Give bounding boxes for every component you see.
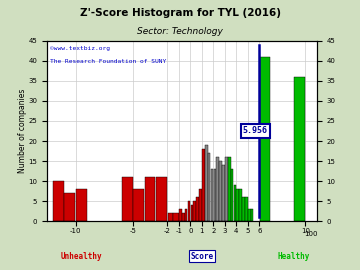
Bar (205, 145, 207, 221)
Bar (208, 153, 210, 221)
Bar (242, 197, 245, 221)
Bar (196, 197, 199, 221)
Bar (182, 213, 185, 221)
Bar (76, 189, 86, 221)
Bar (219, 161, 222, 221)
Bar (179, 209, 182, 221)
Bar (199, 189, 202, 221)
Text: Healthy: Healthy (278, 252, 310, 261)
Text: 100: 100 (304, 231, 318, 237)
Bar (260, 57, 270, 221)
Bar (225, 157, 228, 221)
Bar (222, 165, 225, 221)
Bar (234, 185, 236, 221)
Bar (145, 177, 156, 221)
Y-axis label: Number of companies: Number of companies (18, 89, 27, 173)
Bar (202, 149, 205, 221)
Bar (231, 169, 233, 221)
Text: ©www.textbiz.org: ©www.textbiz.org (50, 46, 109, 51)
Text: Score: Score (190, 252, 213, 261)
Bar (237, 189, 239, 221)
Bar (156, 177, 167, 221)
Bar (122, 177, 132, 221)
Bar (245, 197, 248, 221)
Bar (216, 157, 219, 221)
Bar (294, 77, 305, 221)
Text: Z'-Score Histogram for TYL (2016): Z'-Score Histogram for TYL (2016) (80, 8, 280, 18)
Text: Sector: Technology: Sector: Technology (137, 27, 223, 36)
Text: Unhealthy: Unhealthy (60, 252, 102, 261)
Bar (168, 213, 173, 221)
Bar (185, 209, 188, 221)
Bar (174, 213, 179, 221)
Text: The Research Foundation of SUNY: The Research Foundation of SUNY (50, 59, 166, 64)
Bar (228, 157, 230, 221)
Bar (190, 205, 193, 221)
Bar (193, 201, 196, 221)
Bar (188, 201, 190, 221)
Bar (251, 209, 253, 221)
Bar (239, 189, 242, 221)
Bar (64, 193, 75, 221)
Bar (248, 209, 251, 221)
Bar (134, 189, 144, 221)
Bar (53, 181, 64, 221)
Bar (211, 169, 213, 221)
Text: 5.956: 5.956 (243, 126, 268, 136)
Bar (213, 169, 216, 221)
